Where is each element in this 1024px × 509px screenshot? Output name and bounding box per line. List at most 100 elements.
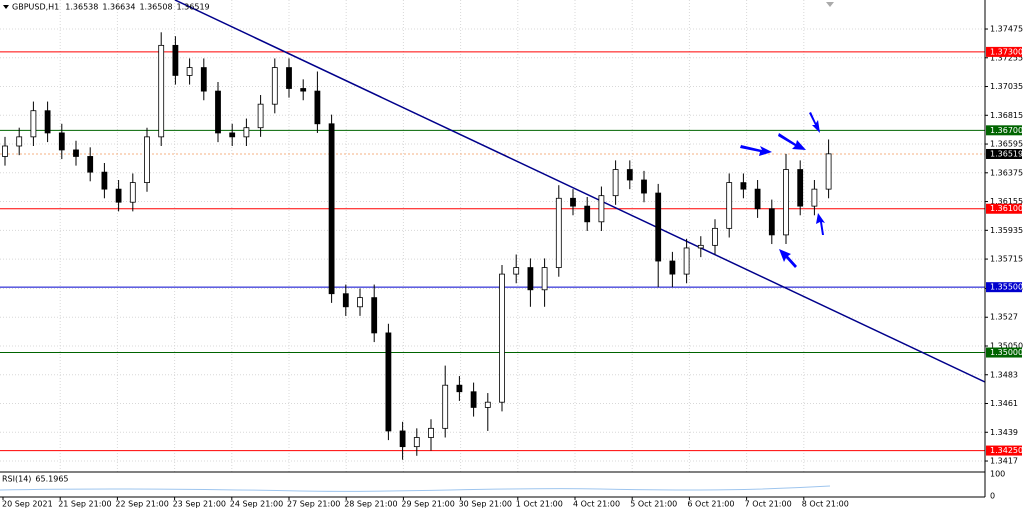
candle-body <box>811 188 818 207</box>
candle-body <box>58 132 65 151</box>
y-tick-label: 1.3417 <box>990 457 1018 466</box>
candle-body <box>271 67 278 105</box>
candle-body <box>641 179 647 194</box>
candles <box>2 32 832 460</box>
candle-body <box>44 110 51 134</box>
arrow <box>778 133 806 150</box>
x-tick-label: 30 Sep 21:00 <box>459 500 512 509</box>
header: GBPUSD,H1 1.36538 1.36634 1.36508 1.36519 <box>12 3 210 12</box>
level-tag <box>986 282 1022 293</box>
candle-body <box>740 182 747 190</box>
candle-body <box>527 267 534 291</box>
candle-body <box>399 430 406 448</box>
candle-body <box>499 273 505 403</box>
candle-body <box>626 169 633 181</box>
x-tick-label: 7 Oct 21:00 <box>745 500 792 509</box>
candle-body <box>456 384 463 393</box>
candle-body <box>612 169 619 197</box>
candle-body <box>357 297 363 308</box>
y-tick-label: 1.3461 <box>990 399 1018 408</box>
level-label: 1.35500 <box>990 283 1023 292</box>
arrow <box>779 249 797 268</box>
candle-body <box>87 156 94 173</box>
level-label: 1.34250 <box>990 446 1023 455</box>
rsi-line <box>0 485 831 492</box>
candle-body <box>669 260 676 275</box>
candle-body <box>797 169 804 207</box>
arrow <box>816 213 825 235</box>
x-tick-label: 5 Oct 21:00 <box>630 500 677 509</box>
y-tick-label: 1.36375 <box>990 168 1023 177</box>
levels: 1.37300 1.36700 1.36100 1.35500 1.35000 1.342… <box>0 46 1023 456</box>
candle-body <box>470 391 477 408</box>
quote-value: 1.36634 <box>102 3 135 12</box>
arrows <box>740 112 825 268</box>
quote-value: 1.36519 <box>177 3 210 12</box>
x-tick-label: 29 Sep 21:00 <box>401 500 454 509</box>
candle-body <box>385 332 392 432</box>
y-tick-label: 1.3439 <box>990 428 1018 437</box>
level-label: 1.37300 <box>990 47 1023 56</box>
arrow <box>809 112 820 133</box>
level-tag <box>986 203 1022 214</box>
y-tick-label: 1.35935 <box>990 226 1023 235</box>
level-tag <box>986 46 1022 57</box>
x-tick-label: 23 Sep 21:00 <box>173 500 226 509</box>
candle-body <box>442 384 449 429</box>
y-tick-label: 1.3483 <box>990 370 1018 379</box>
header-icon <box>3 5 9 9</box>
x-tick-label: 27 Sep 21:00 <box>287 500 340 509</box>
current-price-label: 1.36519 <box>990 149 1023 158</box>
level-label: 1.35000 <box>990 348 1023 357</box>
y-tick-label: 1.37475 <box>990 25 1023 34</box>
candle-body <box>783 169 789 236</box>
trendline <box>174 0 986 383</box>
y-tick-label: 1.36595 <box>990 140 1023 149</box>
x-tick-label: 22 Sep 21:00 <box>115 500 168 509</box>
x-tick-label: 1 Oct 21:00 <box>516 500 563 509</box>
candle-body <box>257 103 264 129</box>
candle-body <box>570 197 576 207</box>
candle-body <box>328 123 335 295</box>
candle-body <box>825 153 832 190</box>
arrow <box>740 145 772 156</box>
level-tag <box>986 125 1022 136</box>
candle-body <box>115 188 122 203</box>
x-tick-label: 4 Oct 21:00 <box>573 500 620 509</box>
candle-body <box>229 132 236 138</box>
candle-body <box>2 145 8 157</box>
rsi-tick-label: 0 <box>990 492 995 501</box>
x-tick-label: 20 Sep 2021 <box>2 500 53 509</box>
x-tick-label: 28 Sep 21:00 <box>344 500 397 509</box>
candle-body <box>584 205 591 223</box>
level-tag <box>986 445 1022 456</box>
candle-body <box>768 208 775 236</box>
symbol: GBPUSD,H1 <box>12 3 59 12</box>
candle-body <box>371 297 378 334</box>
level-label: 1.36100 <box>990 204 1023 213</box>
candle-body <box>655 192 662 262</box>
scroll-marker <box>826 2 834 7</box>
quote-value: 1.36508 <box>139 3 172 12</box>
candle-body <box>683 247 690 275</box>
candle-body <box>754 188 761 210</box>
candle-body <box>697 244 704 249</box>
x-tick-label: 21 Sep 21:00 <box>58 500 111 509</box>
candle-body <box>286 67 292 89</box>
candle-body <box>712 227 718 246</box>
rsi-panel: 100 0 RSI(14) 65.1965 <box>2 470 1005 501</box>
y-tick-label: 1.37255 <box>990 53 1023 62</box>
candle-body <box>30 110 37 138</box>
candle-body <box>484 401 491 408</box>
candle-body <box>598 195 605 223</box>
candle-body <box>413 437 420 448</box>
current-price-tag <box>986 148 1022 159</box>
x-tick-label: 8 Oct 21:00 <box>802 500 849 509</box>
candle-body <box>513 267 520 275</box>
level-label: 1.36700 <box>990 126 1023 135</box>
x-tick-label: 6 Oct 21:00 <box>687 500 734 509</box>
